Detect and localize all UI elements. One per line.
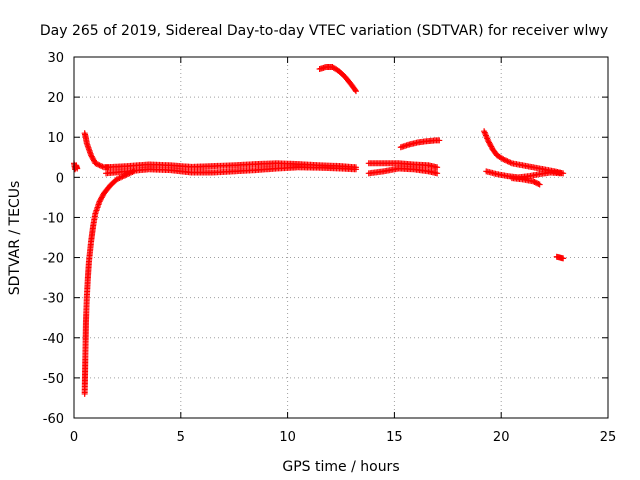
series-arc-21h-dip bbox=[508, 175, 543, 188]
y-tick-label: 20 bbox=[47, 91, 64, 106]
series-arc-early-decay bbox=[81, 130, 112, 171]
data-point bbox=[536, 181, 543, 188]
x-tick-label: 25 bbox=[600, 430, 617, 445]
series-edge-start bbox=[71, 160, 81, 173]
data-point bbox=[352, 86, 359, 93]
x-tick-label: 0 bbox=[70, 430, 78, 445]
data-point bbox=[535, 180, 542, 187]
y-tick-label: 0 bbox=[56, 171, 64, 186]
data-point bbox=[560, 255, 567, 262]
axis-ticks bbox=[73, 56, 609, 419]
x-tick-label: 10 bbox=[279, 430, 296, 445]
data-point bbox=[558, 170, 565, 177]
y-tick-label: -20 bbox=[43, 252, 64, 267]
y-tick-label: 30 bbox=[47, 51, 64, 66]
series-arc-steep-drop bbox=[81, 168, 137, 397]
x-tick-label: 15 bbox=[386, 430, 403, 445]
tick-labels: 0 5 10 15 20 25 -60 -50 -40 -30 -20 -10 0 10 20 30 bbox=[43, 51, 617, 445]
data-point bbox=[434, 164, 441, 171]
y-tick-label: -30 bbox=[43, 292, 64, 307]
x-tick-label: 20 bbox=[493, 430, 510, 445]
data-marks bbox=[71, 64, 567, 397]
data-point bbox=[352, 88, 359, 95]
series-arc-15h-upper bbox=[365, 160, 441, 171]
y-tick-label: -10 bbox=[43, 211, 64, 226]
data-point bbox=[434, 170, 441, 177]
y-tick-label: 10 bbox=[47, 131, 64, 146]
y-tick-label: -50 bbox=[43, 372, 64, 387]
y-axis-label: SDTVAR / TECUs bbox=[7, 181, 23, 296]
y-tick-label: -40 bbox=[43, 332, 64, 347]
series-arc-main-lower bbox=[103, 164, 359, 177]
data-point bbox=[74, 165, 81, 172]
data-point bbox=[436, 137, 443, 144]
x-axis-label: GPS time / hours bbox=[282, 459, 399, 475]
series-outlier-23h bbox=[553, 253, 567, 262]
series-arc-19h-decay bbox=[481, 128, 567, 177]
x-tick-label: 5 bbox=[177, 430, 185, 445]
grid-lines bbox=[74, 57, 608, 418]
plot-frame bbox=[73, 56, 609, 419]
chart-title: Day 265 of 2019, Sidereal Day-to-day VTE… bbox=[40, 23, 608, 39]
y-tick-label: -60 bbox=[43, 412, 64, 427]
series-arc-16h-rise bbox=[397, 137, 443, 151]
series-arc-peak bbox=[316, 64, 359, 95]
series-arc-15h-lower bbox=[365, 165, 441, 177]
data-point bbox=[352, 166, 359, 173]
